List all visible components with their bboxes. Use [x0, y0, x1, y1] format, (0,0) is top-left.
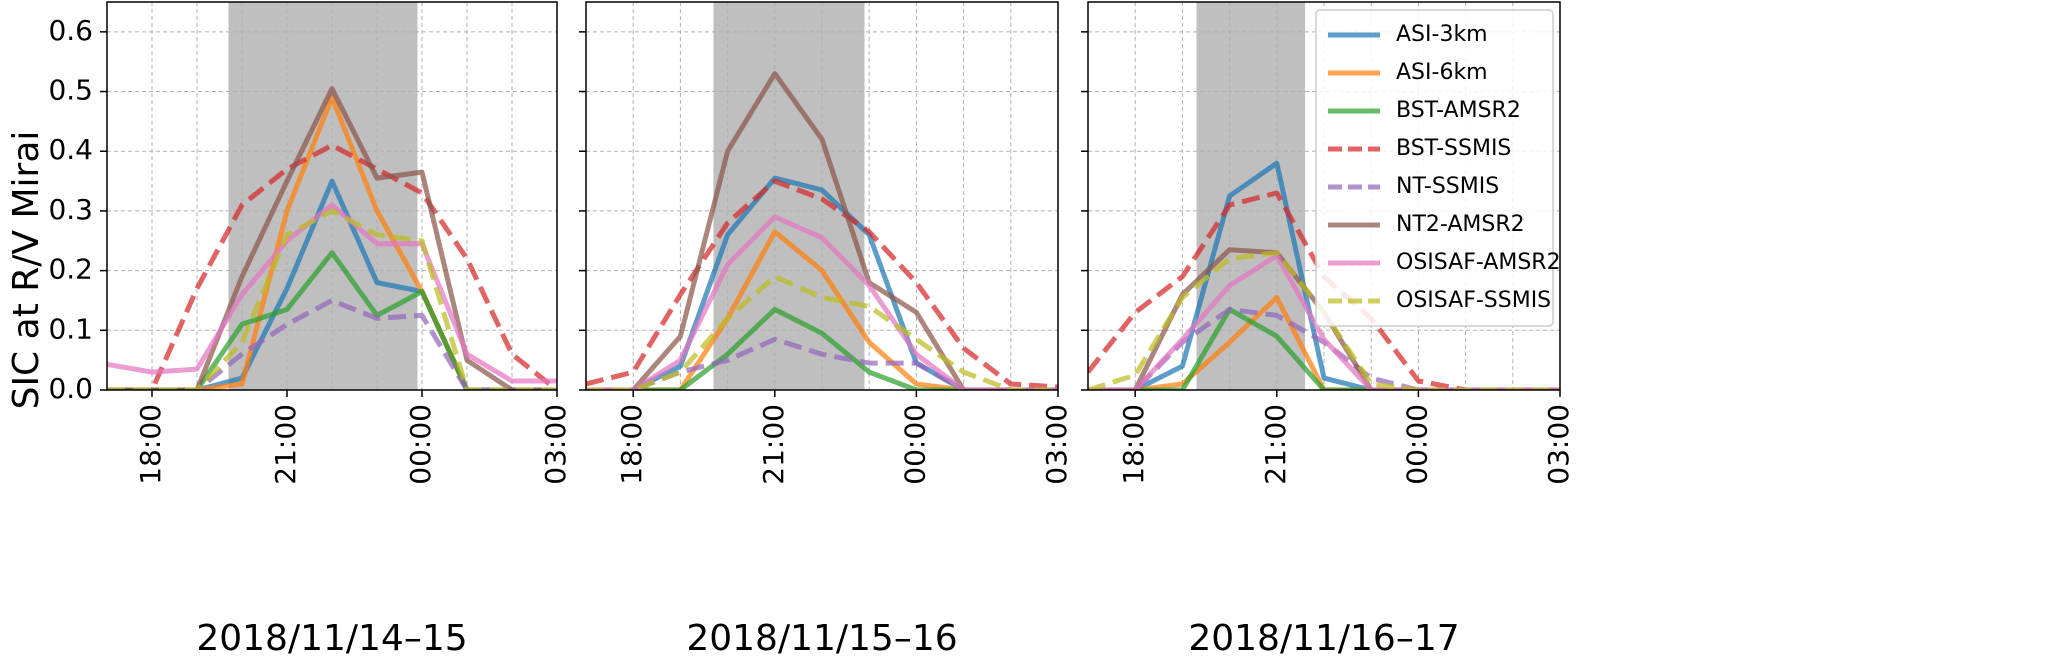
x-axis-title: 2018/11/16–17 — [1188, 618, 1459, 658]
x-tick-label: 03:00 — [1542, 404, 1575, 485]
y-tick-label: 0.4 — [48, 133, 93, 166]
series-line-osisaf-amsr2 — [107, 202, 557, 384]
series-line-nt2-amsr2 — [586, 71, 1058, 390]
shaded-interval — [228, 2, 418, 390]
series-line-bst-amsr2 — [586, 306, 1058, 390]
x-axis-title: 2018/11/14–15 — [196, 618, 467, 658]
legend-box — [1315, 9, 1554, 327]
legend-label: ASI-6km — [1396, 60, 1488, 85]
x-tick-label: 18:00 — [1117, 404, 1150, 485]
series-line-osisaf-amsr2 — [586, 214, 1058, 390]
y-tick-label: 0.6 — [48, 14, 93, 47]
series-line-asi-6km — [1088, 295, 1560, 390]
legend-label: OSISAF-AMSR2 — [1396, 250, 1561, 275]
panel-3: 18:00 21:00 00:00 03:00 2018/11/16–17 — [1081, 1, 1575, 658]
axes-frame — [106, 1, 558, 391]
legend-label: OSISAF-SSMIS — [1396, 288, 1551, 313]
x-tick-label: 00:00 — [898, 404, 931, 485]
series-line-nt2-amsr2 — [107, 86, 557, 390]
series-line-asi-3km — [107, 178, 557, 390]
series-line-asi-3km — [1088, 160, 1560, 390]
legend-label: NT-SSMIS — [1396, 174, 1499, 199]
x-tick-label: 21:00 — [757, 404, 790, 485]
series-line-bst-ssmis — [586, 178, 1058, 390]
x-tick-label: 18:00 — [134, 404, 167, 485]
legend-label: ASI-3km — [1396, 22, 1488, 47]
axes-frame — [1087, 1, 1561, 391]
legend-label: BST-SSMIS — [1396, 136, 1511, 161]
series-line-osisaf-amsr2 — [1088, 253, 1560, 390]
y-tick-label: 0.1 — [48, 312, 93, 345]
y-tick-label: 0.3 — [48, 193, 93, 226]
series-line-asi-3km — [586, 175, 1058, 390]
x-tick-label: 21:00 — [269, 404, 302, 485]
panel-1: 0.0 0.1 0.2 0.3 0.4 0.5 0.6 18:00 21:00 00:00 03:0… — [48, 1, 572, 658]
series-line-bst-ssmis — [107, 142, 557, 390]
legend: ASI-3km ASI-6km BST-AMSR2 BST-SSMIS NT-SSMIS… — [1315, 9, 1561, 327]
x-axis-title: 2018/11/15–16 — [686, 618, 957, 658]
x-tick-label: 03:00 — [539, 404, 572, 485]
series-line-osisaf-ssmis — [107, 208, 557, 390]
legend-label: BST-AMSR2 — [1396, 98, 1521, 123]
x-tick-label: 18:00 — [615, 404, 648, 485]
x-tick-label: 21:00 — [1259, 404, 1292, 485]
y-axis-title: SIC at R/V Mirai — [6, 131, 47, 410]
shaded-interval — [1196, 2, 1306, 390]
series-line-bst-amsr2 — [107, 250, 557, 390]
y-tick-label: 0.0 — [48, 372, 93, 405]
series-line-asi-6km — [586, 229, 1058, 390]
series-line-osisaf-ssmis — [586, 274, 1058, 390]
y-tick-label: 0.2 — [48, 253, 93, 286]
y-tick-label: 0.5 — [48, 74, 93, 107]
legend-label: NT2-AMSR2 — [1396, 212, 1525, 237]
panel-2: 18:00 21:00 00:00 03:00 2018/11/15–16 — [579, 1, 1073, 658]
x-tick-label: 03:00 — [1040, 404, 1073, 485]
x-tick-label: 00:00 — [1400, 404, 1433, 485]
axes-frame — [585, 1, 1059, 391]
x-tick-label: 00:00 — [404, 404, 437, 485]
series-line-asi-6km — [107, 95, 557, 390]
